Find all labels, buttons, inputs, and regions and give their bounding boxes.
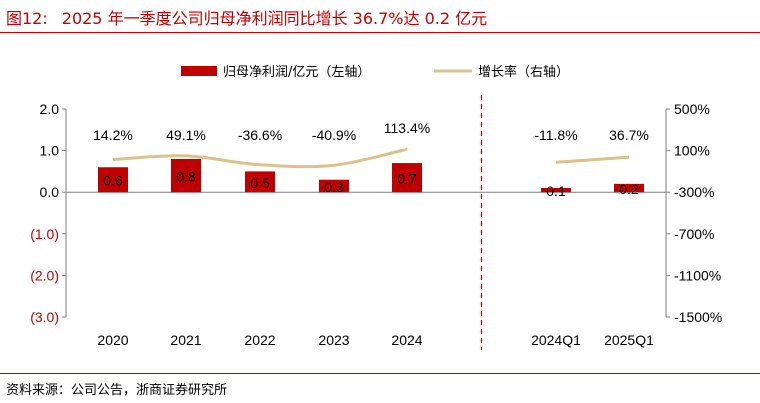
- figure-title-text: 2025 年一季度公司归母净利润同比增长 36.7%达 0.2 亿元: [61, 9, 488, 28]
- growth-value-label: 49.1%: [166, 127, 206, 143]
- category-label: 2023: [318, 332, 349, 348]
- bar: [319, 179, 349, 193]
- growth-value-label: 14.2%: [93, 127, 133, 143]
- bar: [98, 167, 128, 193]
- bar-value-label: 0.5: [250, 175, 270, 191]
- growth-value-label: -36.6%: [238, 127, 282, 143]
- bar-value-label: 0.8: [176, 169, 196, 185]
- category-label: 2020: [97, 332, 128, 348]
- bar-value-label: 0.2: [619, 181, 639, 197]
- bar-series: [98, 158, 644, 193]
- category-label: 2022: [244, 332, 275, 348]
- right-tick-label: 500%: [674, 101, 710, 117]
- legend-bar-swatch: [181, 66, 217, 76]
- title-rule: [0, 32, 760, 33]
- right-tick-label: 100%: [674, 143, 710, 159]
- left-tick-label: 2.0: [40, 101, 60, 117]
- left-tick-label: 0.0: [40, 184, 60, 200]
- left-tick-label: (3.0): [30, 309, 59, 325]
- bar: [171, 158, 201, 193]
- growth-value-label: -11.8%: [534, 127, 577, 143]
- figure-title: 图12: 2025 年一季度公司归母净利润同比增长 36.7%达 0.2 亿元: [6, 5, 487, 29]
- right-tick-label: -300%: [674, 184, 714, 200]
- category-label: 2024Q1: [531, 332, 581, 348]
- bar: [245, 171, 275, 193]
- category-label: 2024: [391, 332, 422, 348]
- growth-value-label: 36.7%: [609, 127, 649, 143]
- category-label: 2025Q1: [604, 332, 654, 348]
- chart-axes: 2.0 1.0 0.0 (1.0) (2.0) (3.0) 500% 100% -300% -70…: [30, 95, 722, 350]
- data-labels: 0.6 0.8 0.5 0.3 0.7 0.1 0.2 14.2% 49.1% -36.6% -40…: [93, 120, 649, 199]
- figure-number: 图12:: [6, 9, 48, 28]
- bar: [614, 183, 644, 193]
- left-tick-label: (1.0): [30, 226, 59, 242]
- bar-value-label: 0.6: [103, 173, 123, 189]
- growth-value-label: 113.4%: [384, 120, 430, 136]
- legend-bar-label: 归母净利润/亿元（左轴）: [223, 65, 370, 80]
- bar-value-label: 0.3: [324, 179, 344, 195]
- bar-value-label: 0.1: [546, 183, 566, 199]
- right-tick-label: -1500%: [674, 309, 722, 325]
- bar-line-chart: 归母净利润/亿元（左轴） 增长率（右轴） 2.0 1.0 0.0 (1.0) (2.0) (…: [30, 64, 722, 350]
- legend-line-label: 增长率（右轴）: [478, 64, 569, 80]
- right-tick-label: -1100%: [674, 267, 721, 283]
- left-tick-label: 1.0: [40, 143, 60, 159]
- source-rule: [0, 373, 760, 374]
- line-series: [112, 147, 630, 169]
- right-tick-label: -700%: [674, 226, 714, 242]
- growth-value-label: -40.9%: [312, 127, 356, 143]
- chart-legend: 归母净利润/亿元（左轴） 增长率（右轴）: [181, 64, 569, 80]
- bar: [392, 163, 422, 193]
- category-label: 2021: [170, 332, 201, 348]
- bar-value-label: 0.7: [397, 171, 417, 187]
- source-note: 资料来源：公司公告，浙商证券研究所: [6, 383, 228, 398]
- growth-line: [112, 147, 408, 169]
- left-tick-label: (2.0): [30, 267, 59, 283]
- bar: [541, 188, 571, 193]
- growth-line: [555, 155, 630, 164]
